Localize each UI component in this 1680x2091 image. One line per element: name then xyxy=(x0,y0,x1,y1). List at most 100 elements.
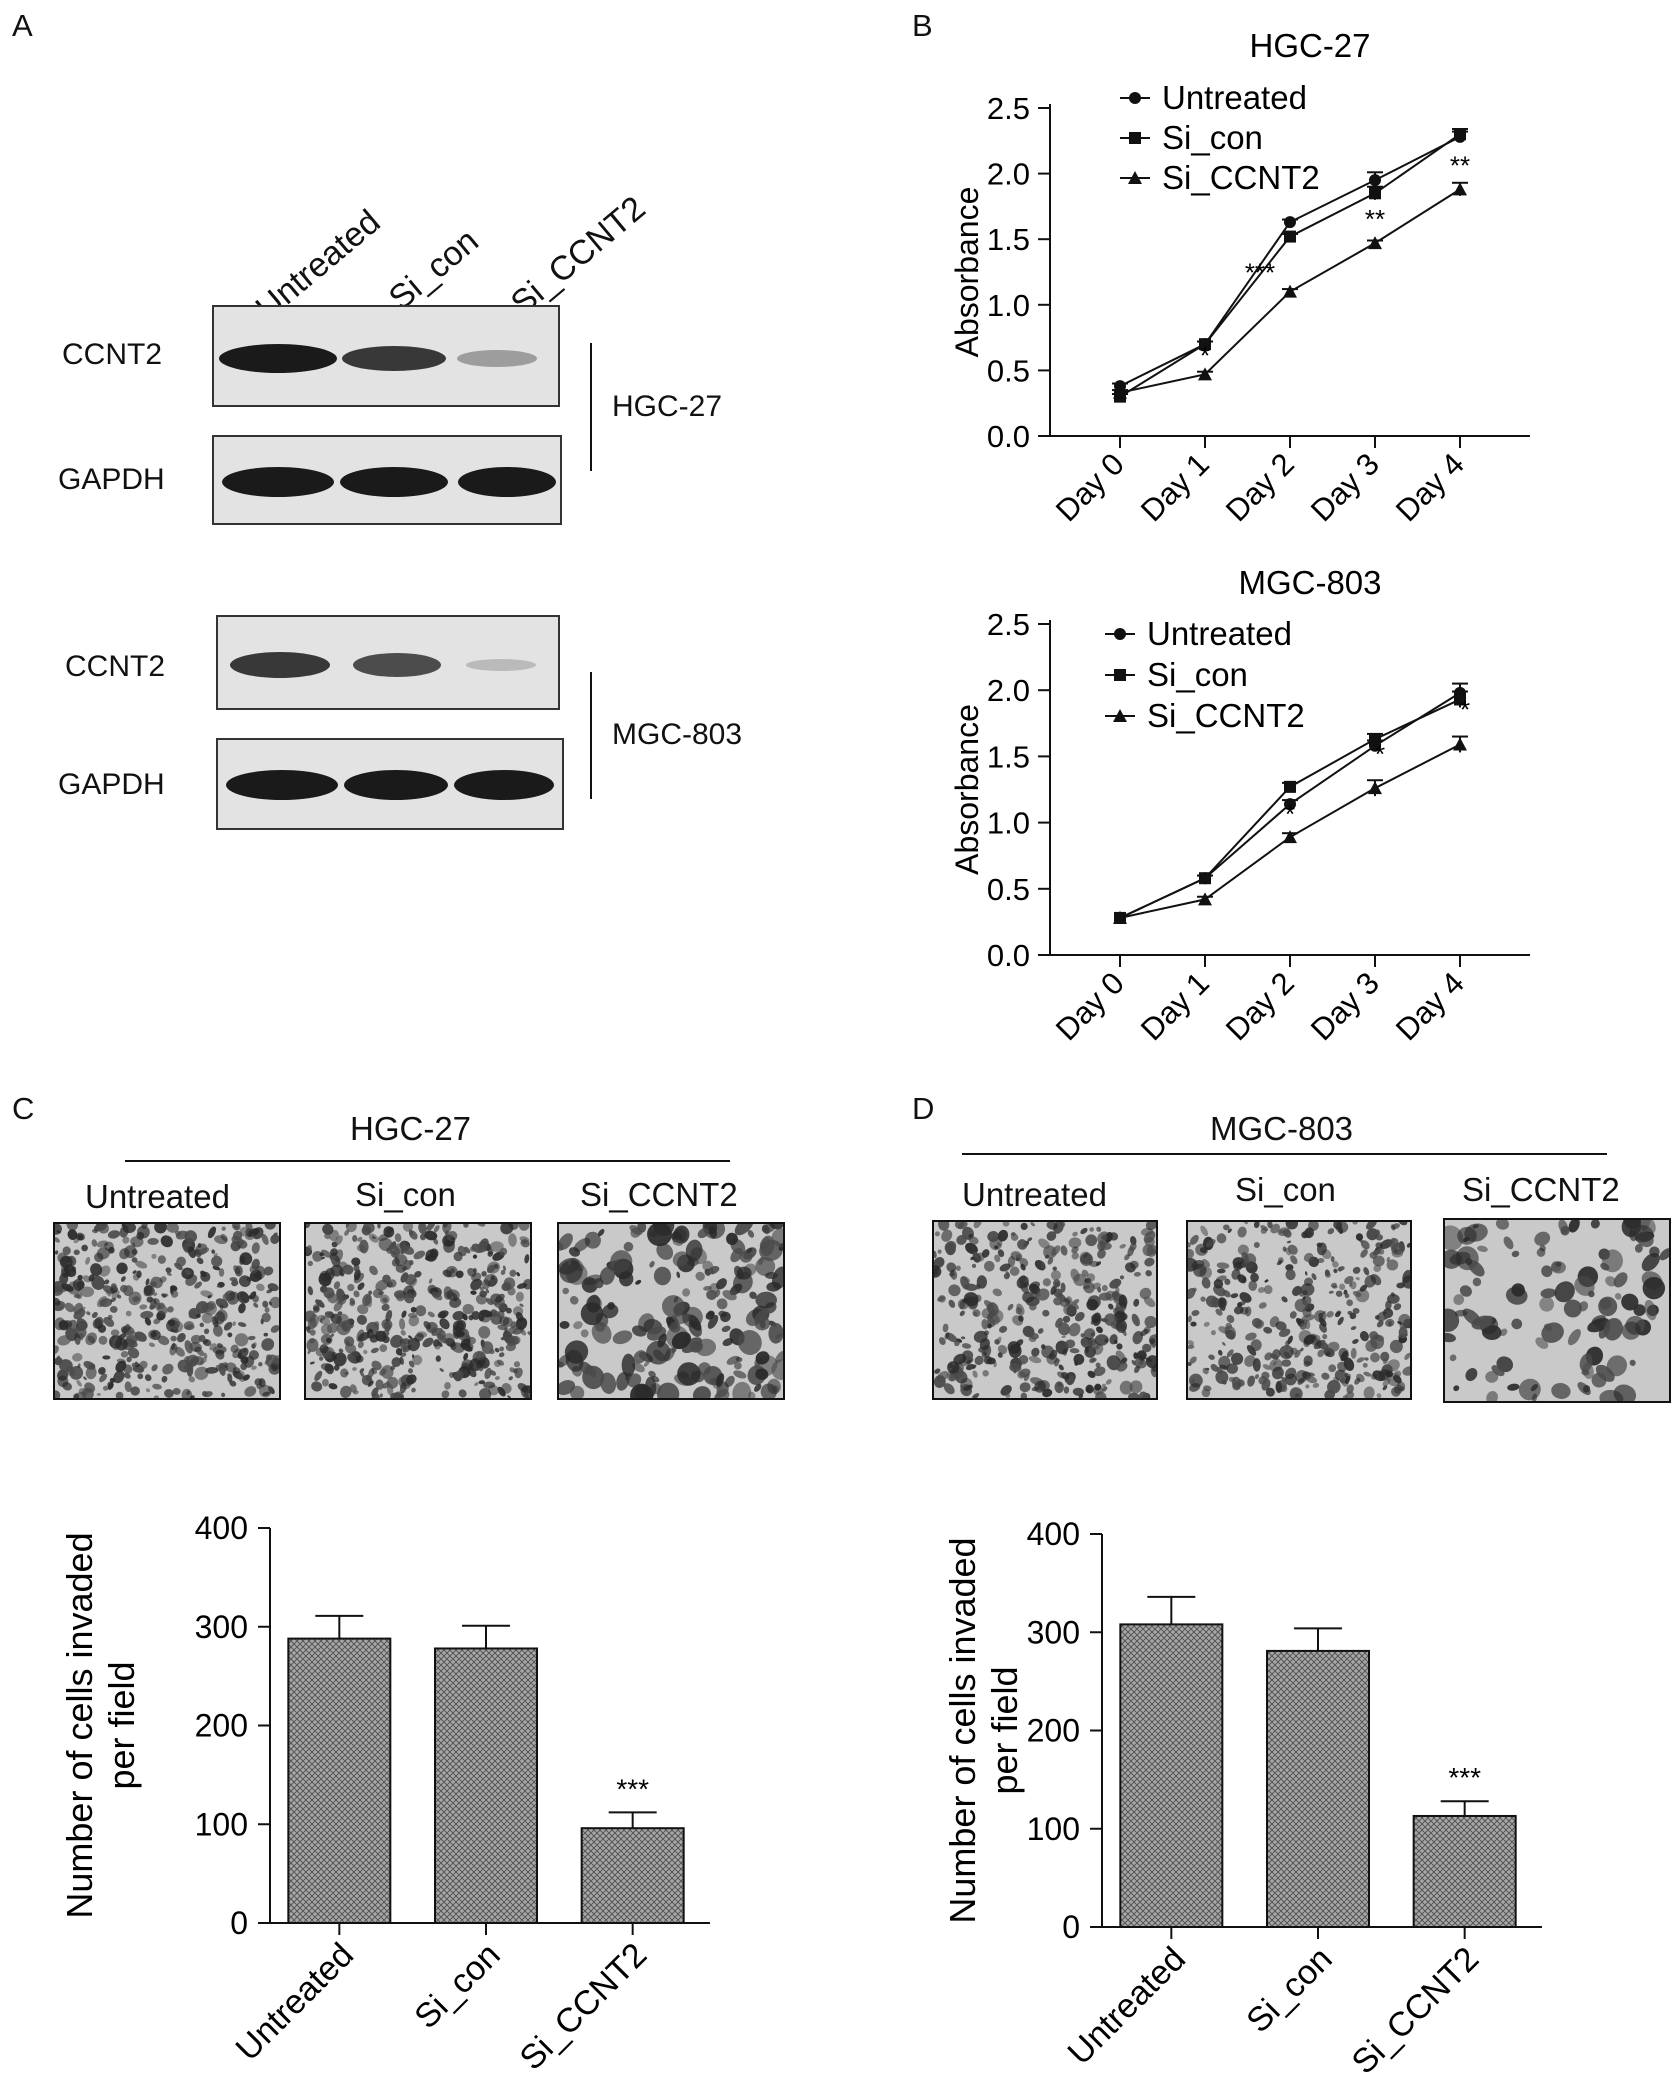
cell xyxy=(479,1388,492,1398)
cell xyxy=(264,1307,270,1313)
cell xyxy=(749,1291,757,1300)
cell xyxy=(145,1388,151,1393)
cell xyxy=(1115,1319,1128,1334)
cell xyxy=(96,1296,108,1308)
micrograph-cells xyxy=(1188,1222,1410,1398)
cell xyxy=(524,1254,530,1264)
cell xyxy=(1010,1232,1016,1236)
cell xyxy=(1472,1277,1482,1287)
cell xyxy=(1028,1356,1042,1364)
cell xyxy=(1227,1228,1232,1234)
cell xyxy=(1237,1244,1249,1256)
cell xyxy=(1500,1328,1508,1337)
cell xyxy=(1069,1348,1080,1354)
cell xyxy=(1369,1251,1378,1259)
cell xyxy=(171,1342,176,1351)
cell xyxy=(400,1329,406,1336)
cell xyxy=(237,1322,247,1327)
cell xyxy=(107,1381,114,1388)
bracket-mgc803 xyxy=(590,672,592,799)
cell xyxy=(960,1384,964,1390)
legend-marker xyxy=(1129,92,1141,104)
cell xyxy=(1350,1326,1357,1331)
cell xyxy=(1324,1389,1335,1398)
cell xyxy=(502,1265,506,1271)
cell xyxy=(269,1296,279,1309)
cell xyxy=(383,1226,395,1238)
cell xyxy=(77,1363,81,1369)
cell xyxy=(137,1373,144,1380)
cell xyxy=(460,1338,471,1346)
cell xyxy=(1086,1273,1096,1282)
cell xyxy=(1459,1285,1472,1297)
cell xyxy=(1133,1298,1140,1307)
cell xyxy=(433,1339,440,1347)
cell xyxy=(170,1290,179,1298)
cell xyxy=(408,1315,420,1327)
cell xyxy=(115,1360,127,1373)
cell xyxy=(203,1328,210,1335)
cell xyxy=(1188,1340,1195,1346)
cell xyxy=(1085,1387,1092,1393)
cell xyxy=(195,1301,209,1314)
cell xyxy=(209,1343,217,1351)
cell xyxy=(81,1387,94,1398)
micrograph-cells xyxy=(1445,1220,1669,1401)
cell xyxy=(1316,1242,1327,1256)
cell xyxy=(1386,1256,1390,1262)
cell xyxy=(516,1272,520,1277)
cell xyxy=(218,1362,226,1376)
cell xyxy=(1332,1261,1339,1268)
cell xyxy=(404,1293,415,1304)
cell xyxy=(1373,1264,1382,1273)
cell xyxy=(764,1272,778,1280)
cell xyxy=(1563,1299,1582,1318)
cell xyxy=(134,1361,139,1366)
cell xyxy=(1055,1359,1061,1363)
cell xyxy=(562,1287,570,1295)
cell xyxy=(732,1381,752,1398)
cell xyxy=(496,1359,505,1366)
cell xyxy=(1457,1226,1477,1245)
cell xyxy=(1053,1279,1061,1288)
cell xyxy=(58,1320,69,1331)
cell xyxy=(1009,1266,1020,1276)
micrograph-cells xyxy=(306,1224,530,1398)
cell xyxy=(415,1305,427,1317)
cell xyxy=(1375,1246,1379,1251)
significance-marker: * xyxy=(1200,340,1210,370)
cell xyxy=(261,1233,269,1245)
x-tick-label: Si_con xyxy=(1239,1940,1339,2040)
cell xyxy=(1486,1391,1498,1401)
panel-label-b: B xyxy=(912,8,933,43)
cell xyxy=(944,1332,950,1340)
cell xyxy=(388,1279,397,1288)
cell xyxy=(1338,1347,1349,1360)
cell xyxy=(1363,1386,1375,1398)
cell xyxy=(1269,1316,1280,1328)
cell xyxy=(475,1351,486,1361)
cell xyxy=(1189,1382,1201,1392)
cell xyxy=(321,1315,326,1320)
cell xyxy=(739,1251,753,1263)
cell xyxy=(81,1244,88,1252)
cell xyxy=(961,1343,972,1349)
cell xyxy=(483,1381,496,1389)
legend-label: Untreated xyxy=(1147,615,1292,652)
cell xyxy=(247,1335,256,1341)
cell xyxy=(716,1278,727,1290)
cell xyxy=(229,1277,238,1282)
cell xyxy=(110,1297,117,1303)
cell xyxy=(103,1279,110,1285)
cell xyxy=(1070,1268,1080,1282)
cell xyxy=(319,1356,324,1361)
cell xyxy=(356,1244,366,1252)
cell xyxy=(143,1285,153,1297)
cell xyxy=(1247,1375,1255,1387)
x-tick-label: Untreated xyxy=(1061,1940,1193,2072)
cell xyxy=(1193,1263,1207,1277)
cell xyxy=(67,1229,78,1240)
cell xyxy=(1642,1276,1666,1300)
cell xyxy=(1072,1387,1085,1396)
